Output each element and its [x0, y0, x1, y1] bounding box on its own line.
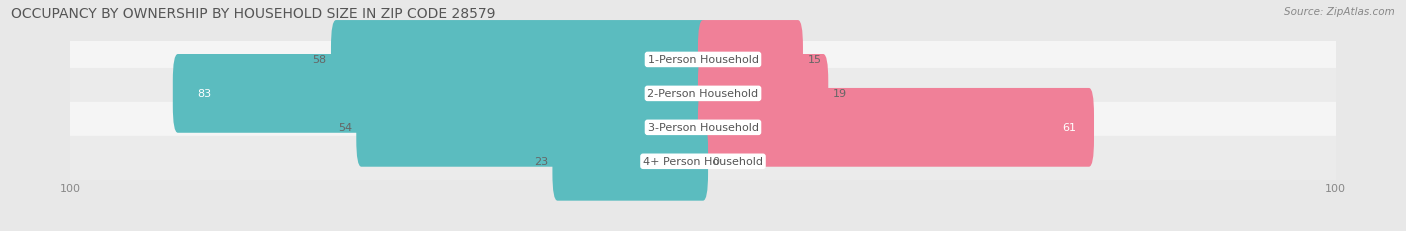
Text: 23: 23	[534, 157, 548, 167]
FancyBboxPatch shape	[330, 21, 709, 99]
Text: 19: 19	[832, 89, 846, 99]
FancyBboxPatch shape	[697, 88, 1094, 167]
Text: 3-Person Household: 3-Person Household	[648, 123, 758, 133]
FancyBboxPatch shape	[56, 136, 1350, 187]
FancyBboxPatch shape	[56, 35, 1350, 85]
Text: 83: 83	[197, 89, 211, 99]
FancyBboxPatch shape	[56, 102, 1350, 153]
Text: 2-Person Household: 2-Person Household	[647, 89, 759, 99]
FancyBboxPatch shape	[553, 122, 709, 201]
Text: OCCUPANCY BY OWNERSHIP BY HOUSEHOLD SIZE IN ZIP CODE 28579: OCCUPANCY BY OWNERSHIP BY HOUSEHOLD SIZE…	[11, 7, 496, 21]
FancyBboxPatch shape	[697, 21, 803, 99]
Text: Source: ZipAtlas.com: Source: ZipAtlas.com	[1284, 7, 1395, 17]
FancyBboxPatch shape	[697, 55, 828, 133]
Text: 54: 54	[337, 123, 352, 133]
Text: 61: 61	[1063, 123, 1077, 133]
FancyBboxPatch shape	[173, 55, 709, 133]
Text: 58: 58	[312, 55, 326, 65]
Text: 1-Person Household: 1-Person Household	[648, 55, 758, 65]
Text: 15: 15	[807, 55, 821, 65]
Legend: Owner-occupied, Renter-occupied: Owner-occupied, Renter-occupied	[588, 228, 818, 231]
Text: 4+ Person Household: 4+ Person Household	[643, 157, 763, 167]
FancyBboxPatch shape	[56, 69, 1350, 119]
FancyBboxPatch shape	[356, 88, 709, 167]
Text: 0: 0	[713, 157, 720, 167]
